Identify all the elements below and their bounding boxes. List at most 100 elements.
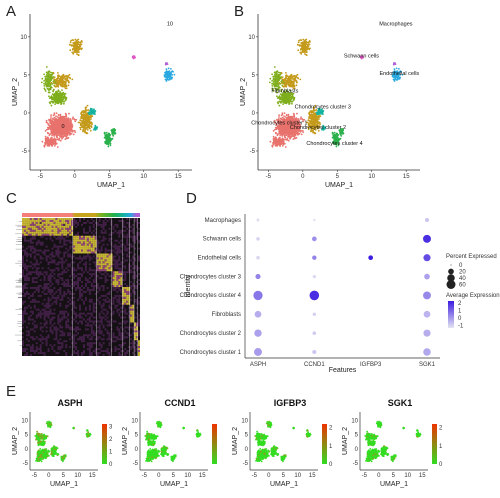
cell-point — [54, 81, 57, 84]
cell-point — [59, 98, 62, 101]
cell-point — [47, 91, 50, 94]
umap-plot-annotated: -5 0 5 10 15-50510UMAP_1UMAP_2MacrophagesSch… — [240, 14, 420, 189]
heatmap-cell — [22, 219, 24, 222]
heatmap-cell — [69, 218, 72, 220]
cell-point — [46, 73, 48, 76]
cell-point — [107, 133, 110, 135]
cell-point — [57, 77, 60, 80]
cell-point — [283, 78, 286, 80]
heatmap-cell — [23, 231, 26, 234]
heatmap-cell — [61, 229, 64, 232]
cell-point — [280, 138, 283, 141]
cell-point — [291, 102, 293, 105]
cell-point — [51, 76, 54, 79]
heatmap-cell — [57, 227, 60, 230]
cell-point — [275, 82, 278, 84]
cell-point — [45, 141, 48, 144]
panel-letter-a: A — [6, 3, 16, 20]
heatmap-cell — [53, 231, 56, 234]
heatmap-cell — [65, 223, 68, 226]
heatmap-cell — [138, 227, 140, 230]
cell-point — [304, 53, 306, 55]
cell-point — [53, 137, 56, 140]
heatmap-cell — [23, 229, 26, 232]
heatmap-cell — [63, 219, 66, 222]
cell-point — [63, 100, 66, 103]
x-tick-label: 5 — [336, 174, 340, 180]
heatmap-cell — [27, 233, 30, 236]
heatmap-cell — [67, 219, 70, 222]
cell-point — [82, 121, 85, 124]
cell-point — [47, 123, 50, 126]
heatmap-cell — [90, 221, 93, 224]
cell-point — [77, 38, 80, 41]
cell-point — [63, 86, 66, 88]
heatmap-cell — [25, 229, 28, 232]
heatmap-cell — [116, 225, 119, 228]
cell-point — [52, 89, 55, 91]
cell-point — [168, 78, 171, 81]
cell-point — [62, 85, 64, 88]
heatmap-cell — [59, 225, 62, 228]
cell-point — [44, 90, 47, 92]
heatmap-cell — [39, 218, 42, 220]
cell-point — [57, 74, 60, 77]
cell-point — [64, 78, 66, 81]
cell-point — [53, 145, 56, 147]
cell-point — [80, 112, 82, 115]
heatmap-cell — [63, 229, 66, 232]
cell-point — [286, 95, 288, 98]
heatmap-cell — [92, 233, 95, 236]
cell-point — [49, 102, 52, 105]
cell-point — [285, 134, 288, 137]
heatmap-cell — [47, 229, 50, 232]
cell-point — [168, 76, 170, 79]
cell-point — [283, 112, 286, 115]
cell-point — [58, 81, 61, 84]
heatmap-cell — [29, 233, 32, 236]
cell-point — [80, 119, 82, 122]
heatmap-cell — [35, 227, 38, 230]
cell-point — [60, 95, 62, 98]
cell-point — [290, 96, 293, 99]
heatmap-cell — [45, 227, 48, 230]
heatmap-cell — [57, 225, 60, 228]
heatmap-cell — [75, 225, 78, 228]
cell-point — [172, 70, 175, 73]
heatmap-cell — [57, 229, 60, 232]
heatmap-cell — [23, 218, 26, 220]
heatmap-cell — [29, 223, 32, 226]
cell-point — [273, 80, 275, 83]
heatmap-cell — [132, 229, 135, 232]
heatmap-cell — [61, 227, 64, 230]
cell-point — [60, 133, 62, 135]
cell-point — [272, 130, 275, 132]
cell-point — [45, 138, 48, 141]
cell-point — [113, 129, 116, 131]
cell-point — [50, 130, 53, 133]
cell-point — [393, 68, 396, 71]
cell-point — [294, 77, 296, 80]
heatmap-cell — [118, 229, 121, 232]
cell-point — [71, 118, 74, 120]
cell-point — [62, 120, 65, 122]
heatmap-cell — [47, 218, 50, 220]
heatmap-cell — [23, 221, 26, 224]
cell-point — [71, 78, 74, 81]
heatmap-cell — [57, 221, 60, 224]
heatmap-cell — [63, 227, 66, 230]
cell-point — [276, 74, 278, 77]
cell-point — [88, 113, 91, 115]
cell-point — [55, 93, 58, 95]
cell-point — [65, 117, 68, 119]
cell-point — [272, 79, 275, 81]
cell-point — [66, 118, 69, 121]
panel-letter-e: E — [6, 383, 16, 400]
heatmap-cell — [112, 231, 115, 234]
x-tick-label: -5 — [266, 174, 272, 180]
heatmap-cell — [77, 221, 80, 224]
heatmap-cell — [37, 229, 40, 232]
cell-point — [106, 135, 109, 138]
heatmap-cell — [106, 219, 109, 222]
cell-point — [53, 112, 56, 114]
